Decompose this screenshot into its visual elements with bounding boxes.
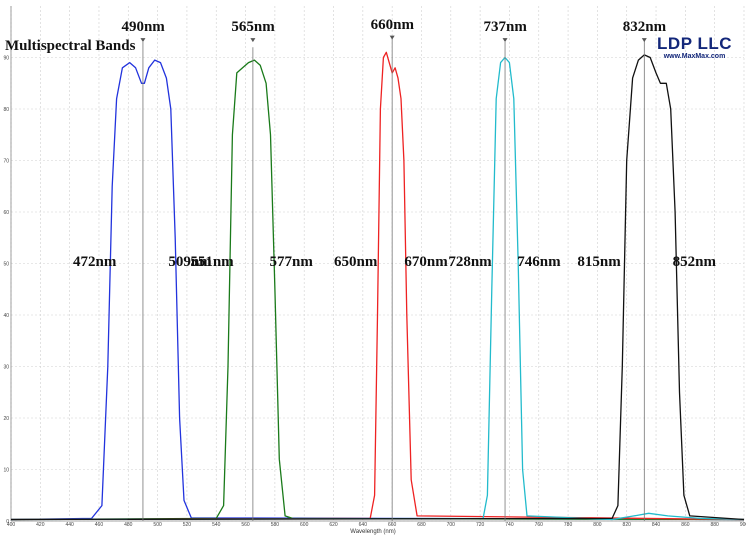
x-tick-label: 760 xyxy=(535,522,544,528)
x-tick-label: 740 xyxy=(505,522,514,528)
x-tick-label: 900 xyxy=(740,522,746,528)
x-tick-label: 800 xyxy=(593,522,602,528)
annotation-label: 670nm xyxy=(404,253,448,270)
y-tick-label: 60 xyxy=(3,210,9,216)
series-group xyxy=(10,51,745,521)
y-tick-label: 40 xyxy=(3,313,9,319)
y-tick-label: 50 xyxy=(3,262,9,268)
series-line-737 xyxy=(10,56,745,521)
annotation-label: 815nm xyxy=(577,253,621,270)
annotation-label: 728nm xyxy=(448,253,492,270)
y-tick-label: 70 xyxy=(3,159,9,165)
annotation-label: 650nm xyxy=(334,253,378,270)
annotation-label: 472nm xyxy=(73,253,117,270)
x-tick-label: 500 xyxy=(153,522,162,528)
arrowhead-icon xyxy=(502,38,508,43)
x-tick-label: 480 xyxy=(124,522,133,528)
x-tick-label: 600 xyxy=(300,522,309,528)
y-tick-label: 20 xyxy=(3,416,9,422)
series-line-565 xyxy=(10,59,745,521)
annotation-label: 565nm xyxy=(231,19,275,36)
x-tick-label: 820 xyxy=(623,522,632,528)
x-tick-label: 700 xyxy=(447,522,456,528)
annotation-label: 660nm xyxy=(370,16,414,33)
x-axis-label: Wavelength (nm) xyxy=(350,529,396,535)
annotation-label: 737nm xyxy=(483,19,527,36)
x-tick-label: 660 xyxy=(388,522,397,528)
chart-title: Multispectral Bands xyxy=(5,38,136,54)
arrowhead-icon xyxy=(641,38,647,43)
logo-url: www.MaxMax.com xyxy=(663,53,726,60)
annotation-label: 852nm xyxy=(672,253,716,270)
axes: 400 420 440 460 480 500 520 540 560 580 600 620 640 6… xyxy=(3,6,746,528)
annotation-label: 551nm xyxy=(190,253,234,270)
x-tick-label: 640 xyxy=(359,522,368,528)
annotation-label: 577nm xyxy=(269,253,313,270)
x-tick-label: 860 xyxy=(681,522,690,528)
annotation-label: 832nm xyxy=(622,19,667,36)
y-tick-label: 80 xyxy=(3,107,9,113)
logo: LDP LLC www.MaxMax.com xyxy=(657,34,732,60)
arrowhead-icon xyxy=(250,38,256,43)
logo-name: LDP LLC xyxy=(657,34,732,53)
x-tick-label: 720 xyxy=(476,522,485,528)
annotation-label: 509nm xyxy=(168,253,212,270)
x-tick-label: 460 xyxy=(95,522,104,528)
y-tick-label: 0 xyxy=(6,519,9,525)
x-tick-label: 440 xyxy=(65,522,74,528)
series-line-660 xyxy=(10,51,745,521)
x-tick-label: 680 xyxy=(417,522,426,528)
annotation-label: 746nm xyxy=(517,253,561,270)
series-line-832 xyxy=(10,54,745,521)
x-tick-label: 780 xyxy=(564,522,573,528)
x-tick-label: 520 xyxy=(183,522,192,528)
x-tick-label: 420 xyxy=(36,522,45,528)
x-tick-label: 540 xyxy=(212,522,221,528)
arrowhead-icon xyxy=(140,38,146,43)
y-tick-label: 30 xyxy=(3,365,9,371)
x-tick-label: 580 xyxy=(271,522,280,528)
series-line-490 xyxy=(10,59,745,521)
annotation-label: 490nm xyxy=(121,19,165,36)
y-tick-label: 90 xyxy=(3,56,9,62)
x-tick-label: 880 xyxy=(711,522,720,528)
x-tick-label: 840 xyxy=(652,522,661,528)
center-markers xyxy=(140,35,647,521)
arrowhead-icon xyxy=(389,35,395,40)
grid xyxy=(10,6,745,522)
x-tick-label: 400 xyxy=(7,522,16,528)
y-tick-label: 10 xyxy=(3,468,9,474)
x-tick-label: 620 xyxy=(329,522,338,528)
x-tick-label: 560 xyxy=(241,522,250,528)
